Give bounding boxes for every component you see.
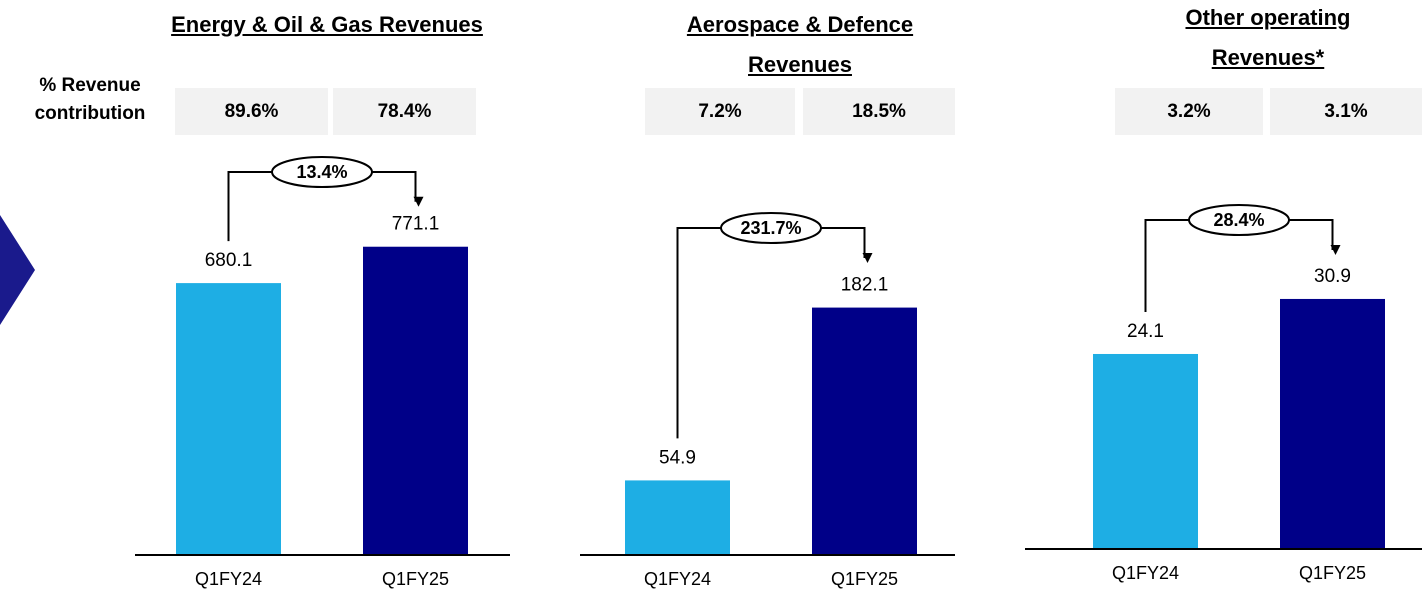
- x-tick-label: Q1FY25: [831, 569, 898, 589]
- contribution-box: 89.6%: [175, 88, 328, 135]
- x-tick-label: Q1FY24: [644, 569, 711, 589]
- contribution-box: 7.2%: [645, 88, 795, 135]
- contribution-box: 3.2%: [1115, 88, 1263, 135]
- chart-title: Energy & Oil & Gas Revenues: [171, 12, 483, 37]
- growth-ellipse: [1188, 204, 1290, 236]
- bar: [176, 283, 281, 555]
- x-tick-label: Q1FY24: [195, 569, 262, 589]
- growth-ellipse: [271, 156, 373, 188]
- contribution-label: % Revenue contribution: [34, 75, 146, 124]
- data-label: 680.1: [205, 250, 253, 271]
- data-label: 24.1: [1127, 321, 1164, 342]
- bar: [812, 307, 917, 555]
- growth-label: 13.4%: [296, 162, 347, 182]
- chevron: [0, 215, 35, 325]
- data-label: 30.9: [1314, 266, 1351, 287]
- data-label: 54.9: [659, 447, 696, 468]
- chart-title: Aerospace & Defence Revenues: [686, 12, 914, 77]
- contribution-box: 78.4%: [333, 88, 476, 135]
- bar: [363, 246, 468, 555]
- bar: [1093, 353, 1198, 549]
- growth-label: 28.4%: [1213, 210, 1264, 230]
- growth-ellipse: [720, 212, 822, 244]
- growth-label: 231.7%: [740, 218, 801, 238]
- bar: [625, 480, 730, 555]
- bar: [1280, 298, 1385, 549]
- contribution-box: 18.5%: [803, 88, 955, 135]
- data-label: 182.1: [841, 275, 889, 296]
- x-tick-label: Q1FY25: [1299, 563, 1366, 583]
- x-tick-label: Q1FY24: [1112, 563, 1179, 583]
- chart-title: Other operating Revenues*: [1185, 5, 1351, 70]
- data-label: 771.1: [392, 214, 440, 235]
- contribution-box: 3.1%: [1270, 88, 1422, 135]
- x-tick-label: Q1FY25: [382, 569, 449, 589]
